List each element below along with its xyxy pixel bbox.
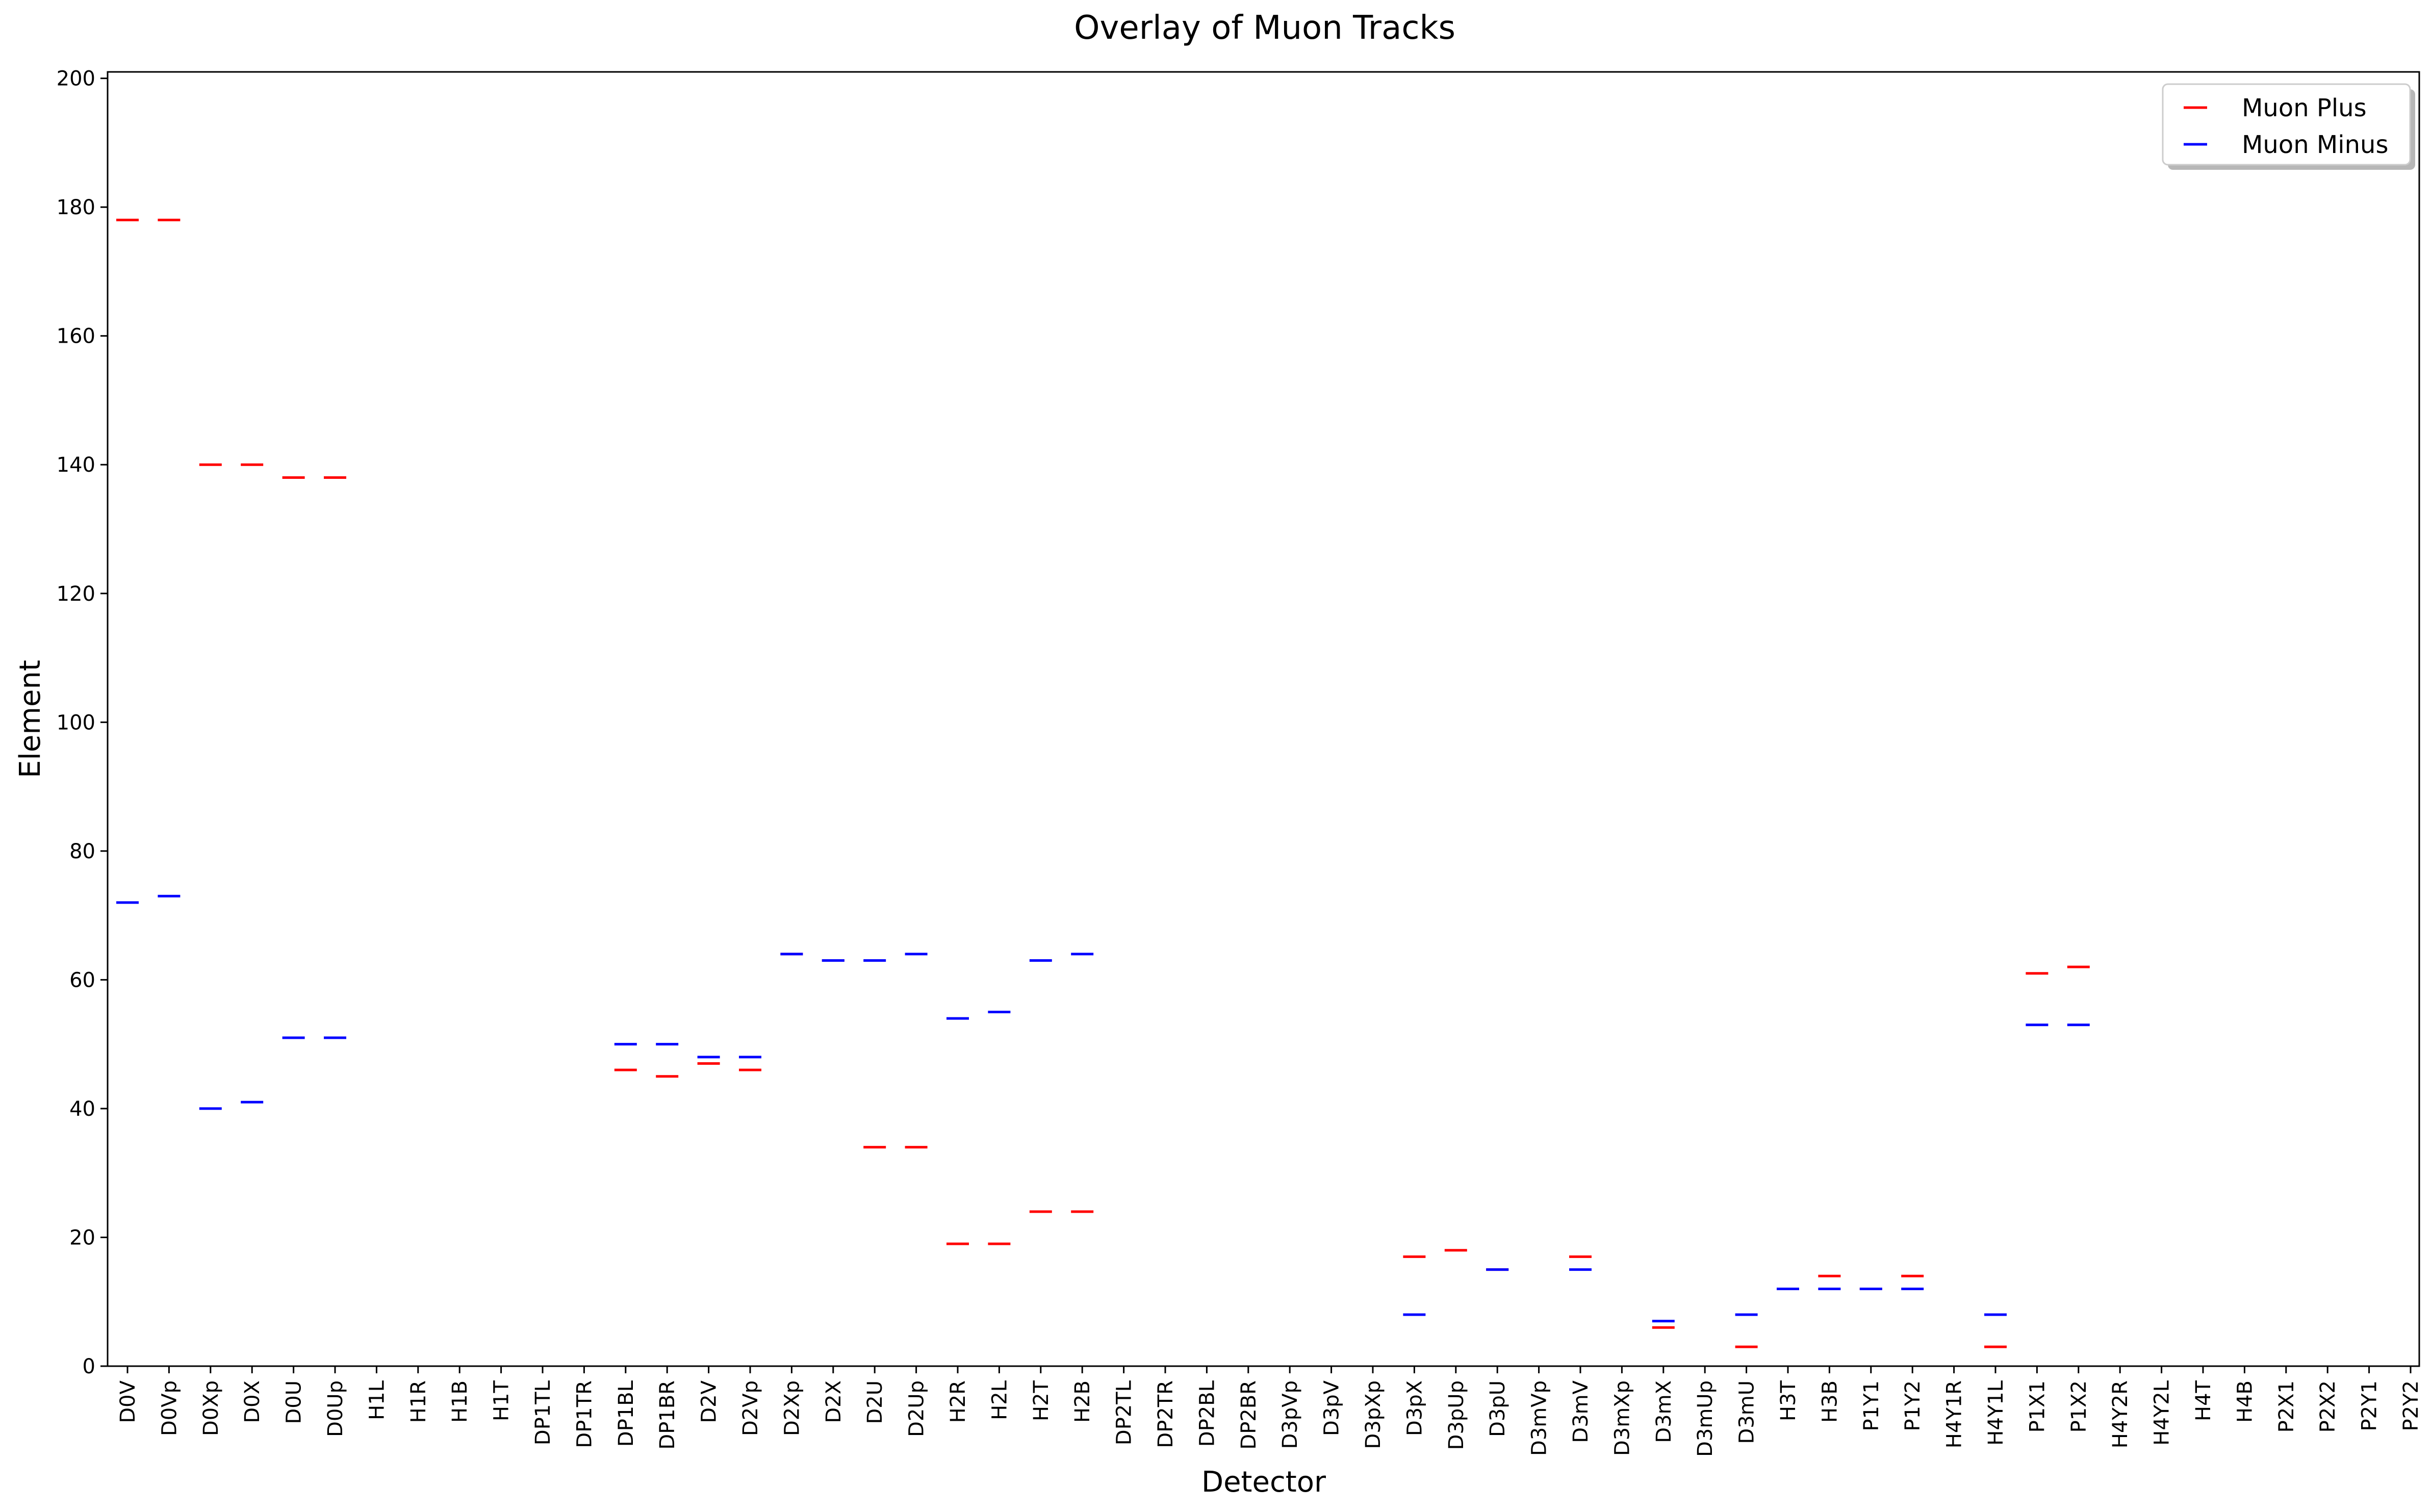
chart-title: Overlay of Muon Tracks [1074,9,1455,47]
x-tick-label: H4T [2192,1380,2215,1421]
x-tick-label: H3B [1818,1380,1841,1423]
x-tick-label: D3pXp [1362,1380,1385,1449]
y-tick-label: 80 [69,840,95,863]
x-tick-label: H4Y1L [1984,1380,2008,1445]
data-marks [116,218,2090,1348]
plot-area [107,71,2420,1367]
x-tick-label: H2T [1030,1380,1053,1421]
x-tick-label: D3mUp [1694,1380,1717,1457]
x-tick-label: P1Y2 [1901,1380,1925,1431]
x-tick-label: H1R [407,1380,430,1423]
x-tick-label: D3pUp [1445,1380,1468,1450]
y-tick-label: 120 [57,582,95,606]
x-tick-label: D0X [241,1380,264,1423]
x-tick-label: DP1BL [615,1380,638,1447]
y-tick-label: 140 [57,453,95,477]
x-tick-label: P2X1 [2275,1380,2298,1432]
y-tick-label: 40 [69,1097,95,1121]
x-tick-label: D0V [116,1380,140,1423]
x-tick-label: DP2BL [1195,1380,1219,1447]
x-tick-label: P1Y1 [1860,1380,1883,1431]
x-tick-label: D0Xp [199,1380,223,1436]
x-tick-label: DP1BR [656,1380,679,1450]
x-tick-label: DP1TL [531,1380,555,1445]
x-tick-label: D2X [822,1380,846,1423]
x-tick-label: D2Vp [739,1380,762,1436]
x-tick-label: DP1TR [573,1380,596,1448]
x-tick-label: H1B [448,1380,472,1423]
x-axis-label: Detector [1201,1466,1326,1499]
x-tick-label: DP2BR [1237,1380,1261,1450]
x-tick-label: D0Vp [158,1380,181,1436]
x-tick-label: D3mV [1569,1380,1593,1443]
x-tick-label: D2Xp [780,1380,804,1436]
y-tick-label: 200 [57,67,95,91]
x-tick-label: D0U [283,1380,306,1424]
legend: Muon Plus Muon Minus [2162,83,2415,170]
x-axis: D0V D0Vp D0Xp D0X D0U D0Up H1L H1R H1B H1T DP1TL DP… [116,1366,2423,1457]
x-tick-label: H4Y2L [2151,1380,2174,1445]
x-tick-label: D3pV [1320,1380,1344,1436]
x-tick-label: D0Up [324,1380,347,1437]
x-tick-label: H2L [988,1380,1011,1420]
x-tick-label: D3mX [1652,1380,1676,1443]
x-tick-label: H4Y1R [1943,1380,1966,1448]
x-tick-label: H2B [1071,1380,1094,1423]
x-tick-label: D3mU [1735,1380,1759,1444]
legend-label-muon-minus: Muon Minus [2242,131,2388,159]
y-axis-label: Element [14,660,47,778]
x-tick-label: DP2TR [1154,1380,1177,1448]
y-tick-label: 160 [57,325,95,348]
x-tick-label: P1X1 [2026,1380,2049,1432]
y-tick-label: 20 [69,1226,95,1249]
y-tick-label: 100 [57,711,95,734]
legend-label-muon-plus: Muon Plus [2242,94,2367,122]
x-tick-label: H4B [2233,1380,2257,1423]
x-tick-label: D3pX [1403,1380,1426,1436]
x-tick-label: H1L [365,1380,389,1420]
x-tick-label: H4Y2R [2109,1380,2132,1448]
y-tick-label: 0 [83,1355,95,1378]
x-tick-label: P2Y1 [2358,1380,2382,1431]
x-tick-label: D3mXp [1610,1380,1634,1456]
x-tick-label: P1X2 [2067,1380,2091,1432]
x-tick-label: D2Up [905,1380,929,1437]
x-tick-label: D3mVp [1528,1380,1551,1456]
x-tick-label: D3pU [1486,1380,1509,1437]
x-tick-label: D3pVp [1278,1380,1302,1449]
x-tick-label: P2Y2 [2399,1380,2423,1431]
x-tick-label: DP2TL [1113,1380,1136,1445]
x-tick-label: P2X2 [2316,1380,2340,1432]
y-tick-label: 180 [57,196,95,219]
y-axis: 0 20 40 60 80 100 120 140 160 180 200 [57,67,108,1378]
x-tick-label: H2R [946,1380,970,1423]
x-tick-label: D2U [863,1380,887,1424]
x-tick-label: H3T [1777,1380,1800,1421]
x-tick-label: H1T [490,1380,514,1421]
legend-box [2162,83,2411,166]
x-tick-label: D2V [698,1380,721,1423]
y-tick-label: 60 [69,968,95,992]
